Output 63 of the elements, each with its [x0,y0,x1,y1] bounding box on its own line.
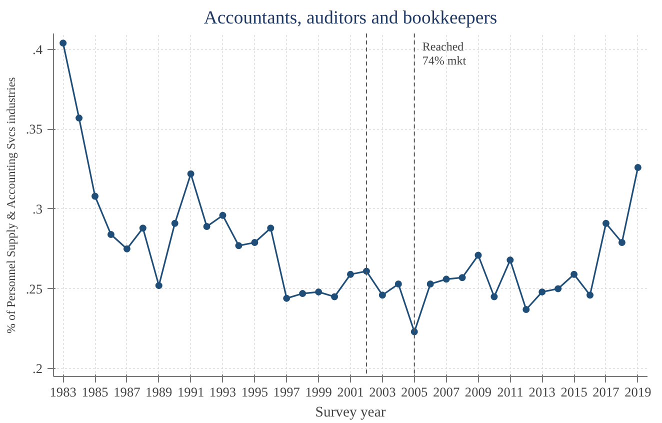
point [155,282,162,290]
x-tick-label: 1997 [273,384,300,400]
point [458,274,466,282]
point [426,280,434,288]
x-tick-label: 2003 [369,384,396,400]
chart-title: Accountants, auditors and bookkeepers [204,8,498,28]
point [171,220,178,227]
x-tick-label: 2015 [560,384,588,400]
point [522,306,530,313]
point [474,252,482,259]
point [92,192,99,200]
x-tick-label: 2005 [401,384,428,400]
point [267,224,274,232]
point [394,280,402,288]
x-tick-label: 2001 [337,384,364,400]
x-tick-label: 1995 [241,384,268,400]
x-tick-label: 2007 [432,384,460,400]
x-tick-label: 1985 [82,384,109,400]
point [203,223,210,230]
point [283,294,290,302]
x-tick-label: 1999 [305,384,332,400]
x-tick-label: 1989 [146,384,173,400]
point [538,288,546,296]
point [107,231,114,238]
point [76,114,83,122]
point [602,220,610,227]
x-axis-title: Survey year [315,404,386,420]
x-tick-label: 2013 [528,384,556,400]
x-tick-label: 1993 [209,384,236,400]
x-tick-label: 1983 [50,384,77,400]
point [570,270,578,278]
ref-line-label: Reached 74% mkt [422,40,467,68]
y-tick-label: .2 [32,361,43,376]
point [235,242,242,250]
point [442,276,450,283]
point [219,212,226,219]
point [618,238,626,246]
point [506,256,514,264]
y-tick-label: .25 [26,281,43,296]
point [331,293,338,300]
point [634,164,642,172]
x-tick-label: 1987 [114,384,141,400]
point [490,293,498,300]
x-tick-label: 2009 [464,384,492,400]
point [315,288,322,296]
point [586,292,594,299]
point [251,238,258,246]
point [60,40,67,47]
point [139,224,146,232]
x-tick-label: 2017 [592,384,620,400]
point [187,170,194,178]
point [554,285,562,292]
y-axis-title: % of Personnel Supply & Accounting Svcs industries [4,76,18,334]
y-tick-label: .35 [26,122,43,137]
point [123,245,130,252]
y-tick-label: .3 [32,201,43,216]
x-tick-label: 2019 [624,384,652,400]
y-tick-label: .4 [32,42,43,57]
point [378,292,386,299]
x-tick-label: 2011 [497,384,524,400]
point [299,290,306,298]
point [347,270,354,278]
x-tick-label: 1991 [177,384,204,400]
